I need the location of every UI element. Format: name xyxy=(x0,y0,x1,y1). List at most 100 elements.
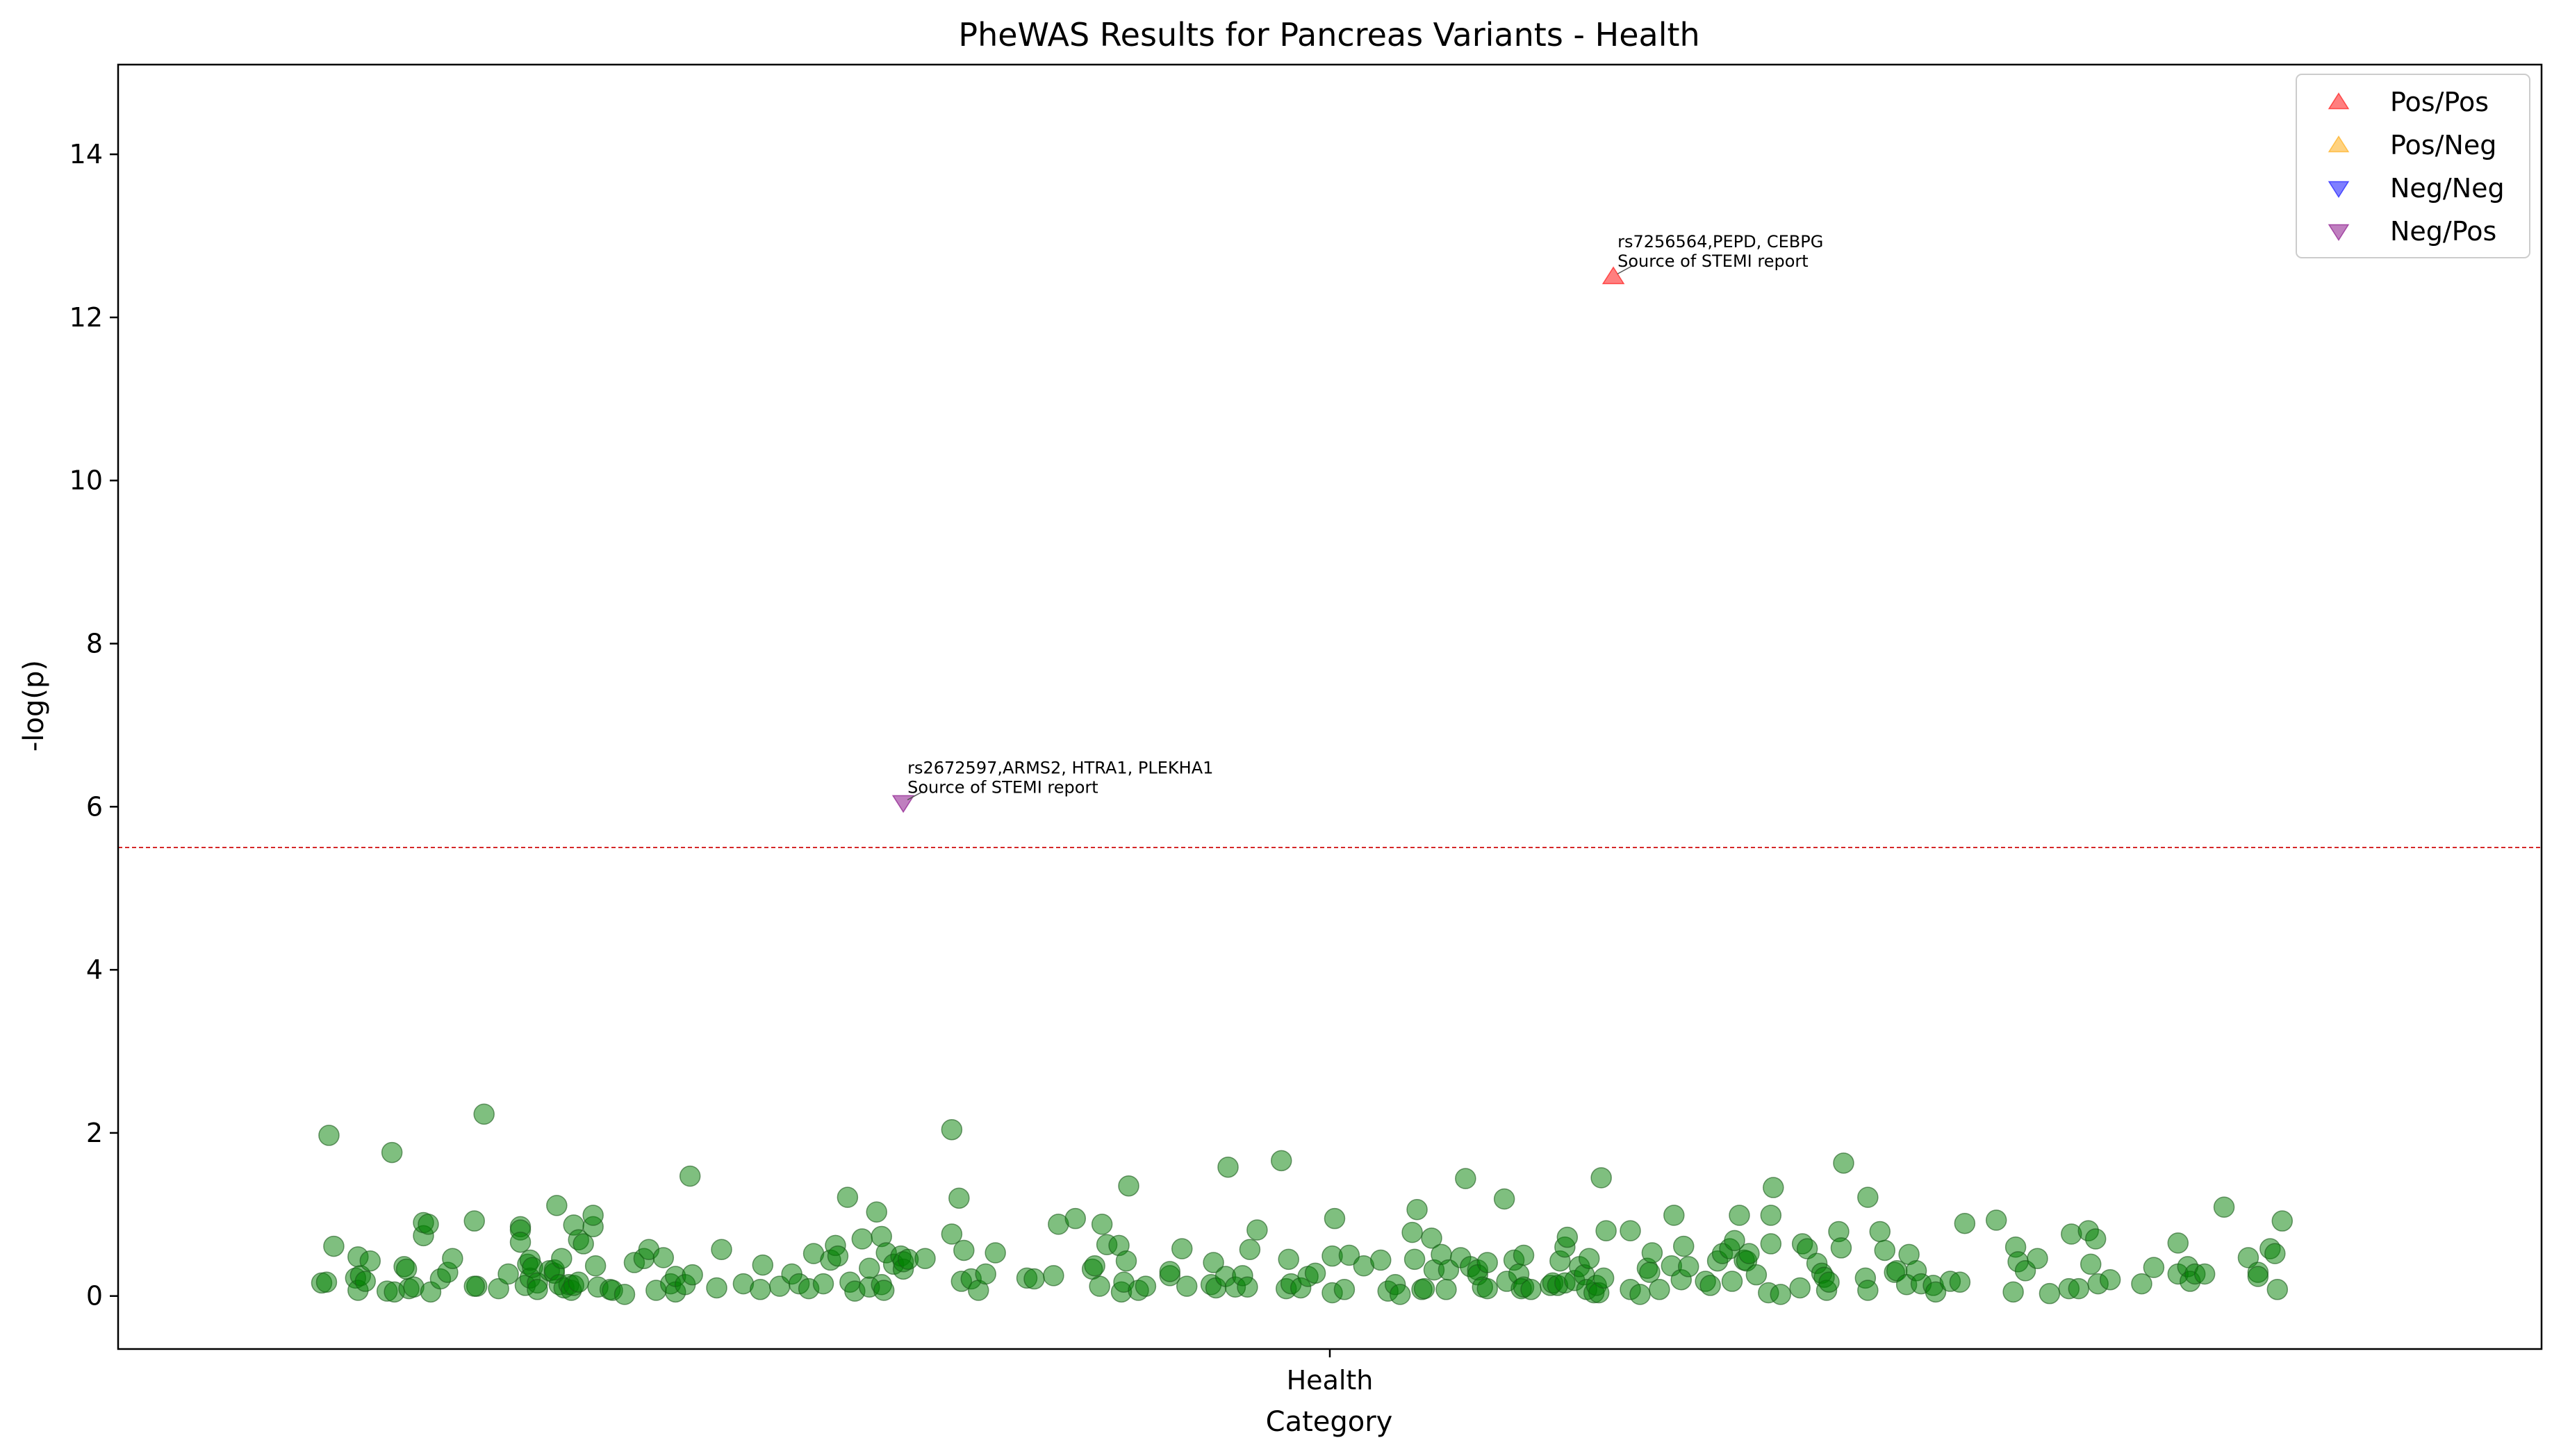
data-point xyxy=(652,1247,675,1268)
data-point xyxy=(1064,1207,1087,1230)
data-point xyxy=(866,1201,887,1223)
data-point xyxy=(914,1248,936,1269)
data-point xyxy=(573,1233,594,1255)
data-point xyxy=(1724,1230,1745,1252)
data-point xyxy=(315,1271,338,1293)
y-tick-label: 6 xyxy=(86,791,103,822)
data-point xyxy=(1237,1276,1258,1298)
data-point xyxy=(1763,1177,1784,1198)
data-point xyxy=(953,1239,975,1261)
data-point xyxy=(1455,1168,1476,1189)
data-point xyxy=(2143,1257,2165,1278)
data-point xyxy=(1421,1227,1442,1249)
data-point xyxy=(1874,1239,1896,1261)
legend-marker xyxy=(2328,92,2350,110)
data-point xyxy=(2167,1232,2189,1254)
data-point xyxy=(1699,1275,1721,1296)
data-point xyxy=(1278,1248,1299,1271)
data-point xyxy=(1239,1239,1261,1261)
data-point xyxy=(1796,1238,1818,1259)
data-point xyxy=(2247,1266,2269,1287)
legend-box xyxy=(2296,74,2530,258)
data-point xyxy=(1590,1167,1612,1189)
data-point xyxy=(509,1231,532,1253)
data-point xyxy=(2264,1243,2286,1264)
data-point xyxy=(2213,1196,2235,1218)
data-point xyxy=(1629,1284,1651,1305)
data-point xyxy=(1135,1275,1157,1297)
data-point xyxy=(1023,1268,1045,1290)
data-point xyxy=(584,1255,607,1277)
data-point xyxy=(948,1187,970,1209)
data-point xyxy=(1406,1199,1428,1221)
data-point xyxy=(1043,1265,1064,1287)
data-point xyxy=(2039,1282,2061,1305)
data-point xyxy=(1745,1264,1768,1286)
data-point xyxy=(614,1284,636,1305)
annotation-leader xyxy=(1617,265,1633,274)
legend-label: Pos/Neg xyxy=(2390,130,2496,160)
data-point xyxy=(1721,1271,1743,1292)
data-point xyxy=(859,1257,880,1280)
data-point xyxy=(1985,1209,2007,1231)
data-point xyxy=(827,1245,849,1267)
annotation-line2: Source of STEMI report xyxy=(907,777,1098,797)
data-point xyxy=(318,1125,340,1146)
data-point xyxy=(1217,1156,1239,1178)
data-point xyxy=(985,1242,1006,1264)
y-tick-label: 2 xyxy=(86,1118,103,1148)
data-point xyxy=(1677,1256,1699,1277)
data-point xyxy=(2131,1273,2152,1295)
x-axis-label: Category xyxy=(1266,1406,1393,1438)
data-point xyxy=(2002,1281,2024,1303)
data-point xyxy=(1246,1219,1268,1241)
data-point xyxy=(2193,1263,2216,1285)
data-point xyxy=(941,1118,963,1141)
data-point xyxy=(706,1277,727,1299)
data-point xyxy=(1925,1281,1947,1303)
data-point xyxy=(2027,1248,2048,1269)
data-point xyxy=(1089,1275,1110,1297)
data-point xyxy=(582,1205,604,1226)
data-point xyxy=(1389,1284,1411,1305)
data-point xyxy=(1760,1233,1782,1255)
y-tick-label: 4 xyxy=(86,954,103,985)
data-point xyxy=(1476,1252,1498,1273)
data-point xyxy=(1159,1261,1181,1282)
data-point xyxy=(463,1210,485,1232)
data-point xyxy=(1171,1238,1193,1259)
data-point xyxy=(1789,1277,1811,1299)
data-point xyxy=(323,1235,345,1257)
y-tick-label: 12 xyxy=(69,302,103,333)
data-point xyxy=(1476,1277,1498,1300)
data-point xyxy=(551,1248,573,1269)
data-point xyxy=(1649,1279,1670,1300)
data-point xyxy=(463,1275,485,1297)
data-point xyxy=(1520,1279,1542,1300)
data-point xyxy=(395,1258,418,1280)
y-axis-label: -log(p) xyxy=(18,660,50,752)
data-point xyxy=(2266,1279,2289,1300)
data-point xyxy=(682,1264,703,1286)
data-point xyxy=(1663,1205,1685,1226)
data-point xyxy=(1770,1284,1792,1305)
data-point xyxy=(418,1214,439,1235)
data-point xyxy=(1118,1175,1139,1197)
annotation-line2: Source of STEMI report xyxy=(1617,251,1809,271)
data-point xyxy=(1403,1248,1426,1271)
data-point xyxy=(2084,1228,2107,1250)
annotation-line1: rs7256564,PEPD, CEBPG xyxy=(1617,232,1823,251)
data-point xyxy=(975,1263,996,1285)
data-point xyxy=(1556,1226,1579,1248)
data-point xyxy=(1830,1237,1852,1259)
legend: Pos/Pos Pos/Neg Neg/Neg Neg/Pos xyxy=(2296,74,2530,258)
annotation-leader xyxy=(907,791,923,801)
data-point xyxy=(359,1250,381,1272)
data-point xyxy=(1369,1249,1392,1271)
data-point xyxy=(1595,1220,1617,1242)
data-point xyxy=(941,1223,963,1245)
data-point xyxy=(1620,1220,1641,1242)
data-point xyxy=(381,1141,403,1164)
